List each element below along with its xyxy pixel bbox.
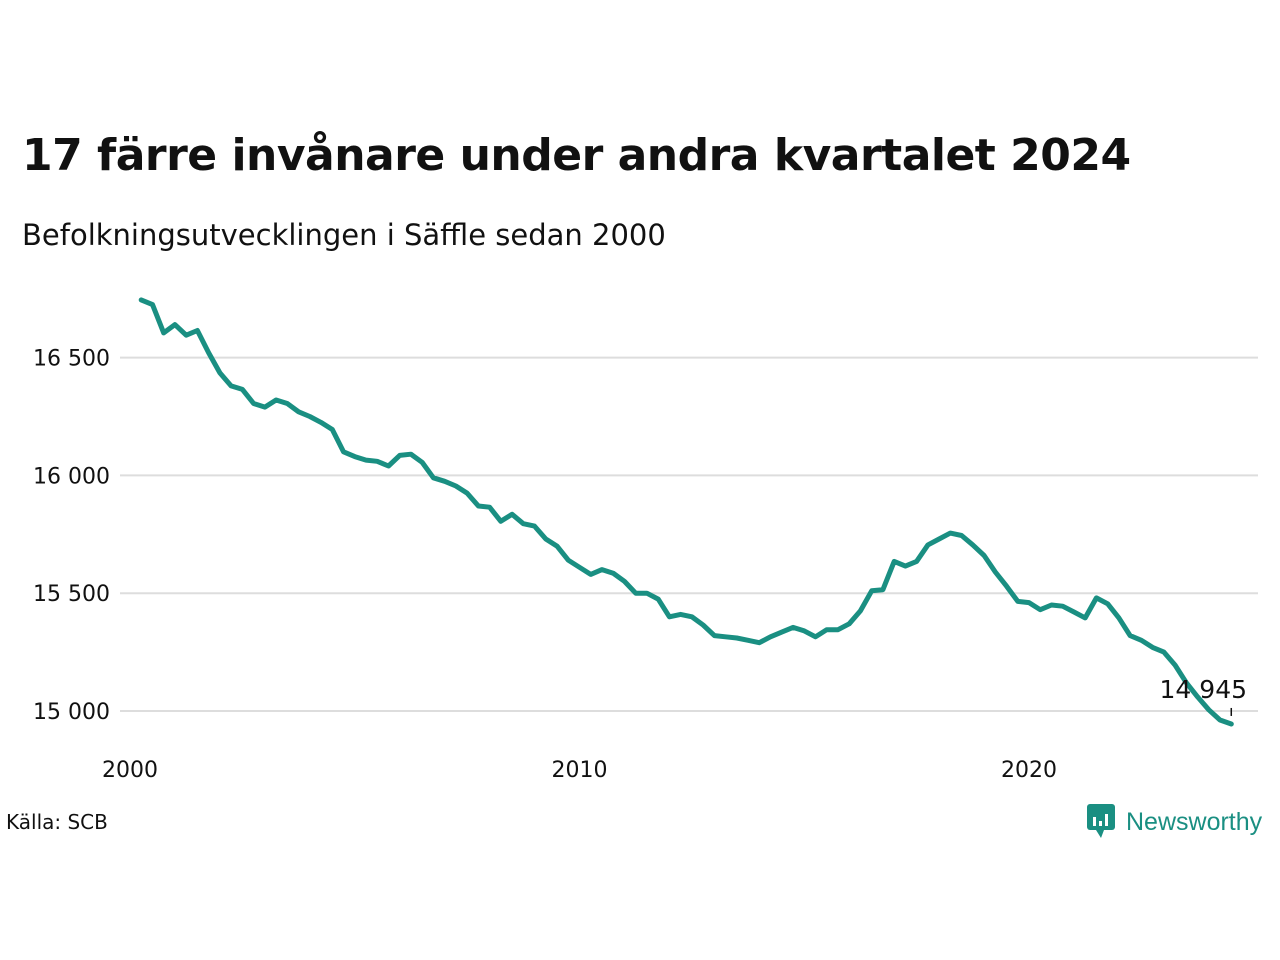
chart-subtitle: Befolkningsutvecklingen i Säffle sedan 2… — [22, 218, 666, 252]
x-tick-label: 2020 — [1001, 758, 1057, 783]
brand-name: Newsworthy — [1126, 807, 1263, 836]
x-axis-ticks: 2000 2010 2020 — [102, 758, 1057, 783]
line-chart: 15 000 15 500 16 000 16 500 2000 2010 2020 14… — [33, 297, 1258, 783]
newsworthy-icon — [1087, 804, 1115, 838]
y-axis-ticks: 15 000 15 500 16 000 16 500 — [33, 347, 110, 725]
y-tick-label: 15 500 — [33, 582, 110, 607]
end-value-label: 14 945 — [1160, 675, 1247, 704]
source-note: Källa: SCB — [6, 810, 108, 834]
grid-lines — [120, 356, 1258, 712]
y-tick-label: 16 500 — [33, 347, 110, 372]
y-tick-label: 16 000 — [33, 464, 110, 489]
population-series-line — [138, 297, 1234, 727]
y-tick-label: 15 000 — [33, 700, 110, 725]
x-tick-label: 2010 — [552, 758, 608, 783]
x-tick-label: 2000 — [102, 758, 158, 783]
chart-title: 17 färre invånare under andra kvartalet … — [22, 130, 1131, 181]
newsworthy-logo: Newsworthy — [1086, 802, 1262, 842]
